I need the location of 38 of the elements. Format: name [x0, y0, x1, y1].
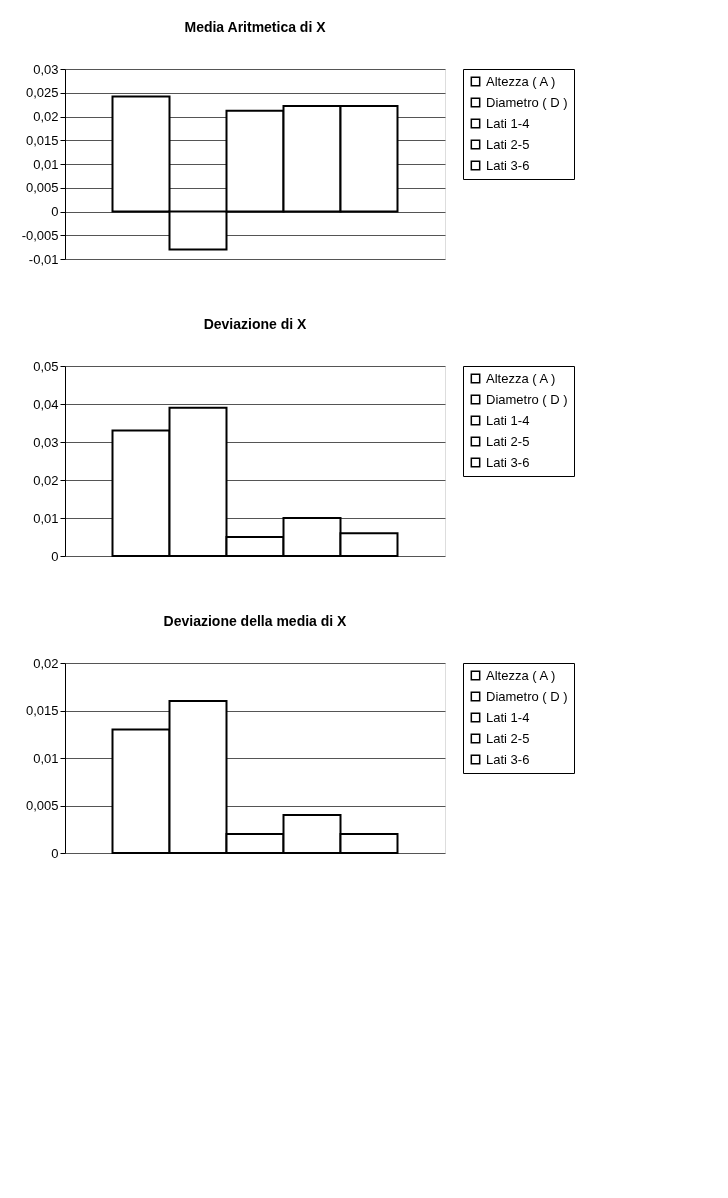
y-tick-label: -0,01 [28, 251, 59, 267]
legend-label: Lati 2-5 [486, 136, 530, 152]
legend-label: Lati 3-6 [486, 751, 530, 767]
y-tick-label: 0,02 [33, 472, 59, 488]
y-tick-label: 0,02 [33, 655, 59, 671]
y-tick-label: 0,015 [25, 132, 59, 148]
y-tick-label: 0,03 [33, 434, 59, 450]
chart-title: Deviazione della media di X [163, 613, 348, 629]
y-tick-label: 0 [51, 548, 59, 564]
y-tick-label: 0,01 [33, 510, 59, 526]
y-tick-label: 0,03 [33, 61, 59, 77]
y-tick-label: 0,005 [25, 180, 59, 196]
legend-label: Lati 2-5 [486, 433, 530, 449]
y-tick-label: 0,005 [25, 798, 59, 813]
legend-label: Lati 1-4 [486, 412, 530, 428]
legend-label: Altezza ( A ) [486, 73, 556, 89]
chart-title: Media Aritmetica di X [184, 19, 327, 35]
legend-label: Diametro ( D ) [486, 688, 568, 704]
chart-title: Deviazione di X [203, 316, 308, 332]
y-tick-label: 0,04 [33, 396, 59, 412]
y-tick-label: -0,005 [21, 227, 59, 243]
legend-label: Lati 1-4 [486, 709, 530, 725]
y-tick-label: 0,025 [25, 85, 59, 101]
y-tick-label: 0 [51, 845, 59, 861]
legend-label: Lati 2-5 [486, 730, 530, 746]
y-tick-label: 0,015 [25, 703, 59, 718]
legend-label: Lati 3-6 [486, 157, 530, 173]
legend-label: Diametro ( D ) [486, 391, 568, 407]
legend-label: Altezza ( A ) [486, 667, 556, 683]
y-tick-label: 0,01 [33, 156, 59, 172]
legend-label: Diametro ( D ) [486, 94, 568, 110]
y-tick-label: 0,01 [33, 750, 59, 766]
legend-label: Altezza ( A ) [486, 370, 556, 386]
y-tick-label: 0,05 [33, 358, 59, 374]
legend-label: Lati 3-6 [486, 454, 530, 470]
legend-label: Lati 1-4 [486, 115, 530, 131]
y-tick-label: 0 [51, 204, 59, 219]
y-tick-label: 0,02 [33, 109, 59, 124]
